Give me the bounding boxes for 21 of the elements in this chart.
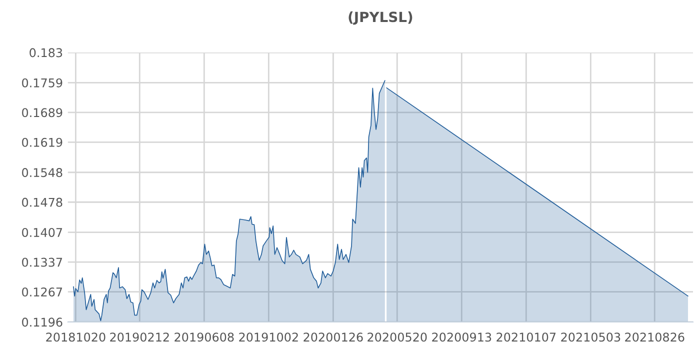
x-tick-label: 20200913: [432, 332, 492, 342]
y-tick-label: 0.1619: [22, 138, 62, 147]
x-tick-label: 20200126: [304, 332, 363, 342]
x-tick-label: 20210826: [625, 332, 684, 342]
y-tick-label: 0.1337: [22, 258, 62, 267]
chart-title: (JPYLSL): [348, 11, 412, 25]
y-tick-label: 0.1759: [22, 78, 62, 88]
x-tick-label: 20181020: [46, 332, 106, 342]
y-tick-label: 0.1478: [22, 198, 62, 207]
x-tick-label: 20210107: [496, 332, 556, 342]
y-tick-label: 0.1196: [22, 318, 62, 327]
y-tick-label: 0.1689: [22, 108, 62, 118]
y-tick-label: 0.183: [30, 48, 62, 58]
y-tick-label: 0.1407: [22, 228, 62, 238]
x-tick-label: 20190212: [110, 332, 169, 342]
x-tick-label: 20190608: [174, 332, 234, 342]
x-tick-label: 20200520: [368, 332, 427, 342]
x-tick-label: 20191002: [239, 332, 298, 342]
y-tick-label: 0.1548: [22, 168, 62, 178]
y-tick-label: 0.1267: [22, 287, 62, 297]
x-tick-label: 20210503: [561, 332, 620, 342]
